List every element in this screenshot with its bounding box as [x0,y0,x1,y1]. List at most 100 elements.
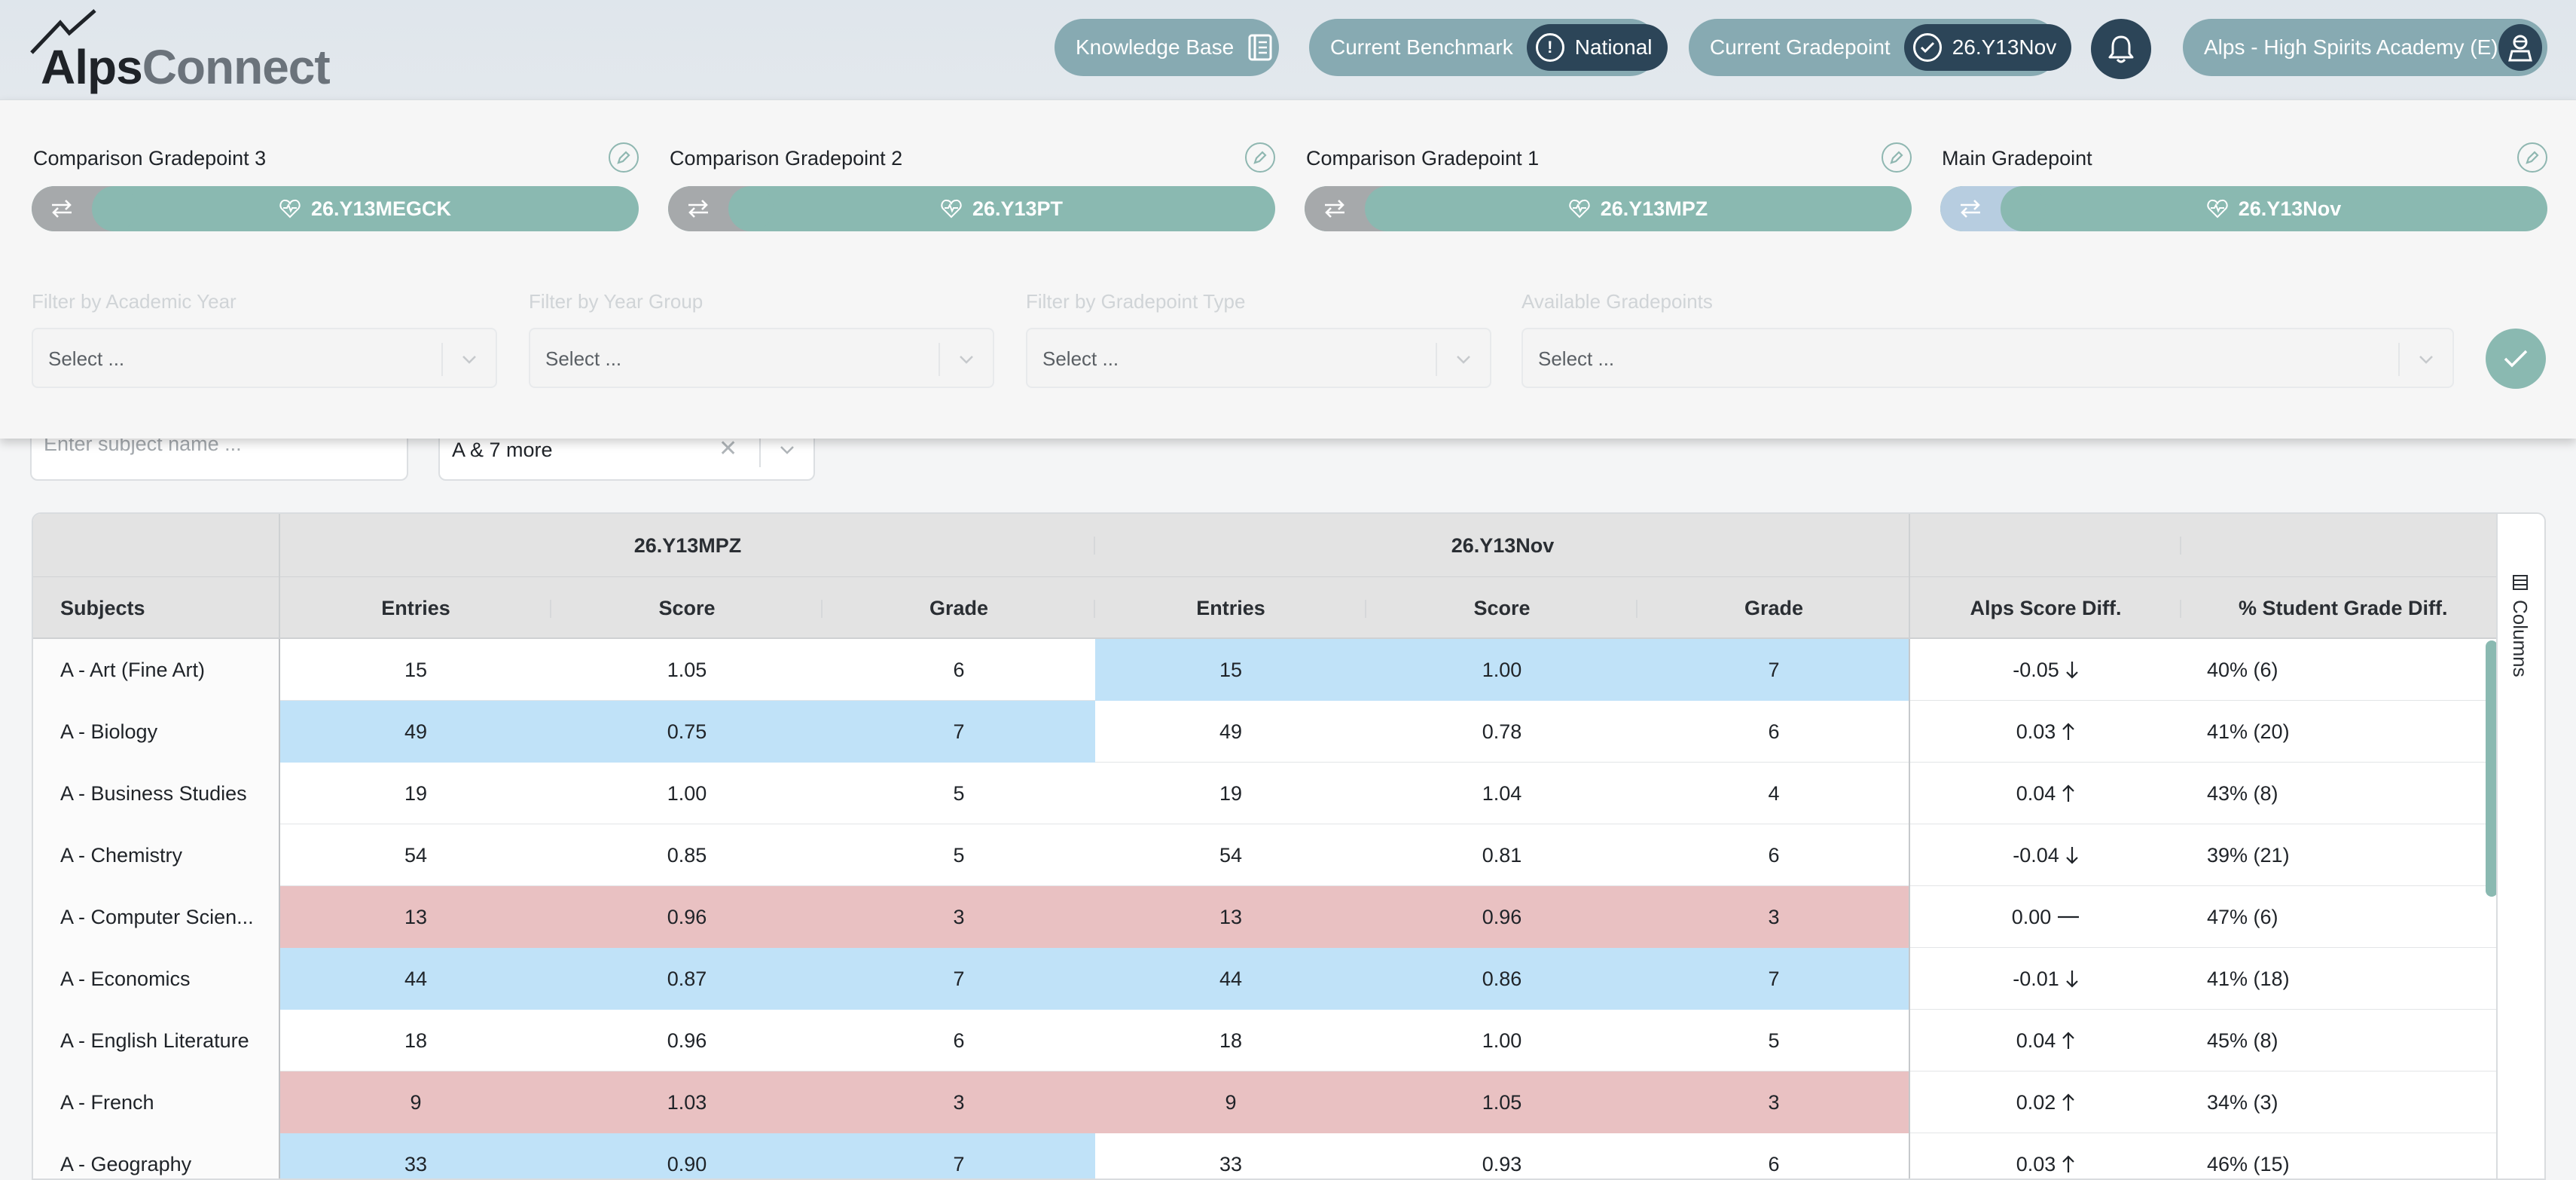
cell-score-2: 1.00 [1366,1010,1637,1071]
cell-score-1-text: 1.00 [667,781,707,805]
cell-score-1-text: 0.90 [667,1152,707,1175]
apply-gradepoints-button[interactable] [2486,329,2546,389]
gradepoint-bar[interactable]: 26.Y13MPZ [1305,186,1912,231]
table-scrollbar[interactable] [2481,639,2498,1178]
gradepoint-bar[interactable]: 26.Y13PT [668,186,1275,231]
cell-score-1: 1.03 [551,1071,823,1133]
cell-entries-2: 49 [1095,701,1366,763]
cell-entries-2-text: 18 [1219,1029,1243,1052]
cell-score-1-text: 1.03 [667,1090,707,1114]
edit-gradepoint-button[interactable] [2517,142,2547,173]
header-entries-1[interactable]: Entries [381,596,450,619]
header-pct-student-grade-diff[interactable]: % Student Grade Diff. [2239,596,2448,619]
benchmark-value-chip[interactable]: ! National [1526,24,1668,71]
cell-score-2-text: 1.00 [1482,658,1522,681]
cell-entries-2: 44 [1095,948,1366,1010]
user-account-menu[interactable]: Alps - High Spirits Academy (E) [2183,19,2547,76]
table-row[interactable]: A - Chemistry 54 0.85 5 54 0.81 6 -0.04 39% (21) [33,824,2496,886]
benchmark-value: National [1574,35,1653,59]
check-circle-icon [1912,33,1942,62]
gradepoint-card-title: Comparison Gradepoint 2 [670,147,903,170]
header-entries-2[interactable]: Entries [1196,596,1265,619]
cell-grade-1: 5 [823,824,1095,886]
cell-grade-2: 7 [1637,639,1910,701]
cell-entries-2-text: 13 [1219,905,1243,928]
cell-grade-2: 6 [1637,824,1910,886]
table-group-header-row: 26.Y13MPZ 26.Y13Nov [33,514,2496,577]
cell-alps-score-diff-text: 0.02 [2016,1090,2056,1114]
cell-entries-1: 13 [280,886,551,948]
cell-grade-1-text: 3 [953,905,965,928]
notifications-button[interactable] [2091,19,2151,79]
table-row[interactable]: A - Economics 44 0.87 7 44 0.86 7 -0.01 41% (18) [33,948,2496,1010]
cell-entries-1: 19 [280,763,551,824]
cell-entries-2-text: 15 [1219,658,1243,681]
year-group-filter-select[interactable]: Select ... [529,328,994,388]
cell-score-1: 0.87 [551,948,823,1010]
cell-score-2-text: 1.05 [1482,1090,1522,1114]
cell-entries-1-text: 44 [404,967,428,990]
edit-gradepoint-button[interactable] [1245,142,1275,173]
gradepoint-bar[interactable]: 26.Y13MEGCK [32,186,639,231]
table-row[interactable]: A - Computer Scien... 13 0.96 3 13 0.96 3 0.00 4… [33,886,2496,948]
cell-entries-2-text: 49 [1219,720,1243,743]
cell-score-1-text: 0.75 [667,720,707,743]
cell-alps-score-diff-text: 0.00 [2011,905,2052,928]
cell-grade-1-text: 7 [953,720,965,743]
columns-side-panel-toggle[interactable]: Columns [2496,514,2544,1178]
gradepoint-value-chip[interactable]: 26.Y13Nov [1903,24,2072,71]
header-score-1[interactable]: Score [658,596,716,619]
current-gradepoint-selector[interactable]: Current Gradepoint 26.Y13Nov [1689,19,2072,76]
gradepoint-value-text: 26.Y13MPZ [1600,197,1708,220]
table-row[interactable]: A - Geography 33 0.90 7 33 0.93 6 0.03 46% (15) [33,1133,2496,1178]
header-grade-1[interactable]: Grade [929,596,989,619]
cell-entries-2-text: 33 [1219,1152,1243,1175]
select-placeholder: Select ... [48,347,125,370]
cell-alps-score-diff: 0.03 [1910,1133,2181,1178]
cell-grade-1: 6 [823,1010,1095,1071]
available-gradepoints-label: Available Gradepoints [1521,290,1713,313]
gradepoint-type-filter-select[interactable]: Select ... [1026,328,1491,388]
cell-score-2: 1.00 [1366,639,1637,701]
logo-mountain-icon [30,9,96,54]
edit-gradepoint-button[interactable] [609,142,639,173]
knowledge-base-button[interactable]: Knowledge Base [1055,19,1279,76]
cell-subject-text: A - Economics [60,967,191,990]
available-gradepoints-select[interactable]: Select ... [1521,328,2454,388]
academic-year-filter-select[interactable]: Select ... [32,328,497,388]
gradepoint-card-title: Comparison Gradepoint 3 [33,147,267,170]
columns-icon [2512,575,2528,590]
column-divider [550,600,551,618]
select-placeholder: Select ... [1042,347,1119,370]
cell-entries-1-text: 49 [404,720,428,743]
cell-score-1-text: 0.96 [667,1029,707,1052]
table-row[interactable]: A - Business Studies 19 1.00 5 19 1.04 4 0.04 43… [33,763,2496,824]
edit-pencil-icon [1253,151,1267,164]
heartbeat-icon [941,199,962,219]
swap-arrows-icon [1961,200,1980,218]
gradepoint-name: 26.Y13PT [728,186,1275,231]
cell-pct-grade-diff-text: 46% (15) [2207,1152,2290,1175]
bar-divider [728,186,774,231]
edit-gradepoint-button[interactable] [1882,142,1912,173]
columns-label: Columns [2509,600,2532,677]
header-subjects[interactable]: Subjects [60,596,145,619]
table-row[interactable]: A - English Literature 18 0.96 6 18 1.00 5 0.04… [33,1010,2496,1071]
gradepoint-bar[interactable]: 26.Y13Nov [1940,186,2547,231]
chevron-down-icon [780,446,794,454]
header-alps-score-diff[interactable]: Alps Score Diff. [1970,596,2122,619]
table-row[interactable]: A - French 9 1.03 3 9 1.05 3 0.02 34% (3) [33,1071,2496,1133]
cell-subject-text: A - Chemistry [60,843,183,867]
table-row[interactable]: A - Biology 49 0.75 7 49 0.78 6 0.03 41% (20) [33,701,2496,763]
select-separator [441,343,443,376]
table-row[interactable]: A - Art (Fine Art) 15 1.05 6 15 1.00 7 -0.05 40%… [33,639,2496,701]
header-score-2[interactable]: Score [1473,596,1531,619]
clear-selection-icon[interactable]: ✕ [719,436,738,461]
alps-connect-logo[interactable]: AlpsConnect [30,9,331,94]
select-separator [939,343,940,376]
current-benchmark-selector[interactable]: Current Benchmark ! National [1309,19,1668,76]
cell-subject: A - French [33,1071,280,1133]
scrollbar-thumb[interactable] [2486,640,2498,897]
header-grade-2[interactable]: Grade [1744,596,1804,619]
trend-up-icon [2062,1155,2075,1172]
